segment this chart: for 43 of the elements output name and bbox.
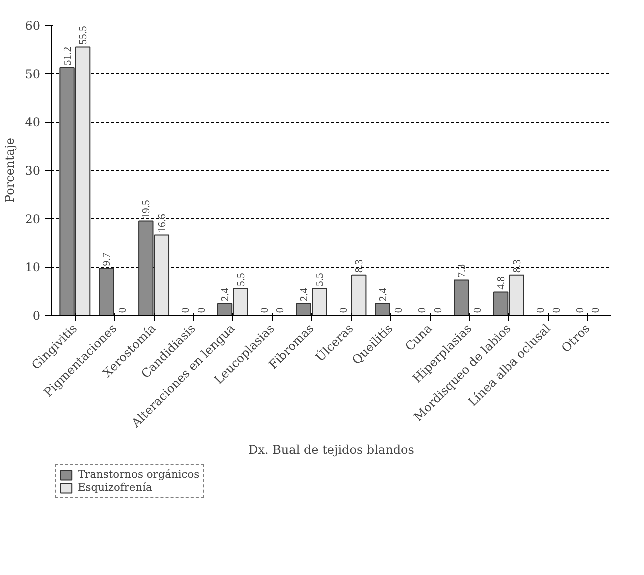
data-label: 0 <box>433 308 444 314</box>
data-label: 0 <box>276 308 287 314</box>
data-label: 8.3 <box>512 260 524 273</box>
y-tick-label: 20 <box>25 212 41 226</box>
data-label: 51.2 <box>62 46 74 66</box>
data-label: 4.8 <box>496 276 508 290</box>
bar <box>352 274 367 316</box>
legend-label: Esquizofrenía <box>78 481 152 494</box>
data-label: 2.4 <box>299 287 310 302</box>
legend-label: Transtornos orgánicos <box>78 468 200 481</box>
data-label: 2.4 <box>220 287 232 302</box>
x-axis-title: Dx. Bual de tejidos blandos <box>248 443 414 458</box>
data-label: 0 <box>472 308 484 314</box>
data-label: 0 <box>552 308 563 314</box>
data-label: 0 <box>536 308 548 314</box>
data-label: 2.4 <box>378 287 390 302</box>
data-label: 0 <box>338 308 350 314</box>
y-tick-label: 40 <box>25 116 41 130</box>
data-label: 0 <box>118 308 129 314</box>
data-label: 0 <box>591 308 602 314</box>
y-tick-label: 50 <box>25 67 41 82</box>
y-tick-label: 60 <box>25 19 41 33</box>
data-label: 55.5 <box>78 26 90 45</box>
data-label: 5.5 <box>315 273 326 286</box>
data-label: 9.7 <box>102 252 114 266</box>
data-label: 8.3 <box>354 260 366 273</box>
bar <box>99 268 114 316</box>
data-label: 0 <box>260 308 271 314</box>
bar <box>454 280 470 316</box>
y-tick-label: 10 <box>25 260 41 275</box>
y-axis-title: Porcentaje <box>3 138 18 203</box>
data-label: 16.6 <box>157 214 168 233</box>
data-label: 0 <box>181 308 192 314</box>
data-label: 7.3 <box>457 264 468 278</box>
y-tick-label: 0 <box>32 309 41 323</box>
data-label: 5.5 <box>236 273 248 286</box>
y-tick-label: 30 <box>25 164 41 178</box>
data-label: 19.5 <box>142 200 153 219</box>
bar <box>375 303 390 316</box>
data-label: 0 <box>575 308 586 314</box>
data-label: 0 <box>394 308 406 314</box>
data-label: 0 <box>418 308 429 314</box>
data-label: 0 <box>196 308 208 314</box>
